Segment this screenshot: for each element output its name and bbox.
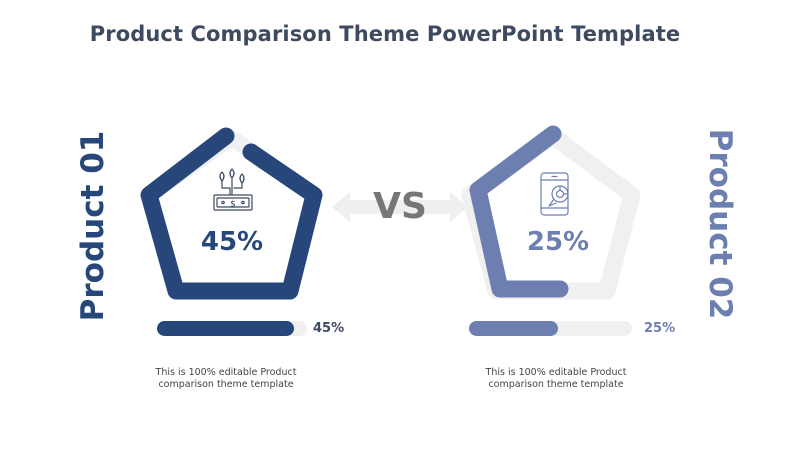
slide-title: Product Comparison Theme PowerPoint Temp… [89, 22, 681, 46]
product-01-progress-label: 45% [313, 321, 345, 336]
product-01-pentagon [140, 127, 323, 300]
product-02-description: This is 100% editable Product comparison… [466, 367, 646, 391]
product-02-description-line1: This is 100% editable Product [485, 367, 627, 378]
product-02-progress-bar [469, 321, 632, 336]
product-01-description: This is 100% editable Product comparison… [136, 367, 316, 391]
product-02-progress-fill [469, 321, 558, 336]
product-02-percent: 25% [526, 227, 590, 257]
product-01-description-line1: This is 100% editable Product [155, 367, 297, 378]
vs-double-arrow-icon [332, 192, 468, 222]
product-02-description-line2: comparison theme template [488, 379, 624, 390]
product-01-progress-bar [157, 321, 307, 336]
vs-label: VS [373, 186, 427, 227]
svg-text:$: $ [230, 200, 236, 210]
product-01-description-line2: comparison theme template [158, 379, 294, 390]
product-01-progress-fill [157, 321, 294, 336]
mobile-chart-icon [540, 172, 569, 216]
money-plant-icon: $ [213, 168, 253, 211]
product-01-percent: 45% [200, 227, 264, 257]
product-02-pentagon [461, 125, 641, 300]
product-02-progress-label: 25% [644, 321, 676, 336]
